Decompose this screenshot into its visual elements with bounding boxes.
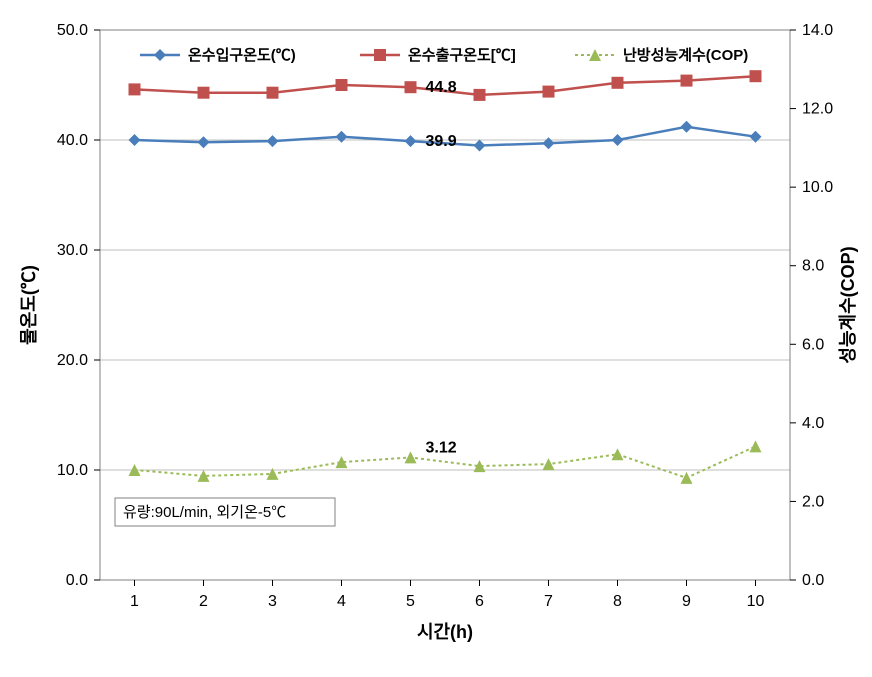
y-right-tick-label: 2.0: [802, 493, 824, 510]
y-left-tick-label: 30.0: [57, 242, 88, 259]
x-tick-label: 2: [199, 593, 208, 610]
x-tick-label: 4: [337, 593, 346, 610]
series-marker: [543, 86, 555, 98]
series-marker: [474, 89, 486, 101]
y-left-tick-label: 50.0: [57, 22, 88, 39]
series-marker: [198, 87, 210, 99]
x-tick-label: 9: [682, 593, 691, 610]
y-right-axis-label: 성능계수(COP): [838, 246, 858, 363]
y-left-tick-label: 40.0: [57, 132, 88, 149]
data-annotation: 39.9: [426, 133, 457, 150]
series-marker: [681, 75, 693, 87]
x-tick-label: 5: [406, 593, 415, 610]
series-marker: [405, 81, 417, 93]
legend-label: 온수입구온도(℃): [188, 47, 296, 64]
y-right-tick-label: 10.0: [802, 179, 833, 196]
x-tick-label: 10: [747, 593, 765, 610]
legend-label: 난방성능계수(COP): [623, 46, 748, 64]
y-right-tick-label: 0.0: [802, 572, 824, 589]
chart-svg: 1 2 3 4 5 6 7 8 9 10 시간(h) 0.0 10.0 20.0 30.0 40.0 50.0 물…: [0, 0, 872, 677]
y-left-tick-label: 20.0: [57, 352, 88, 369]
series-marker: [612, 77, 624, 89]
data-annotation: 3.12: [426, 439, 457, 456]
x-tick-label: 8: [613, 593, 622, 610]
y-left-axis-label: 물온도(℃): [19, 265, 39, 345]
series-marker: [750, 70, 762, 82]
note-box-text: 유량:90L/min, 외기온-5℃: [123, 504, 286, 521]
legend-label: 온수출구온도[℃]: [408, 47, 516, 64]
x-tick-label: 7: [544, 593, 553, 610]
y-left-tick-label: 0.0: [66, 572, 88, 589]
y-right-tick-label: 12.0: [802, 101, 833, 118]
x-tick-label: 3: [268, 593, 277, 610]
chart-container: 1 2 3 4 5 6 7 8 9 10 시간(h) 0.0 10.0 20.0 30.0 40.0 50.0 물…: [0, 0, 872, 677]
x-tick-label: 6: [475, 593, 484, 610]
y-right-tick-label: 6.0: [802, 336, 824, 353]
series-marker: [267, 87, 279, 99]
series-marker: [129, 83, 141, 95]
y-left-tick-label: 10.0: [57, 462, 88, 479]
y-right-tick-label: 14.0: [802, 22, 833, 39]
x-tick-label: 1: [130, 593, 139, 610]
series-marker: [336, 79, 348, 91]
x-axis-label: 시간(h): [417, 622, 473, 642]
y-right-tick-label: 4.0: [802, 415, 824, 432]
data-annotation: 44.8: [426, 79, 457, 96]
y-right-tick-label: 8.0: [802, 258, 824, 275]
